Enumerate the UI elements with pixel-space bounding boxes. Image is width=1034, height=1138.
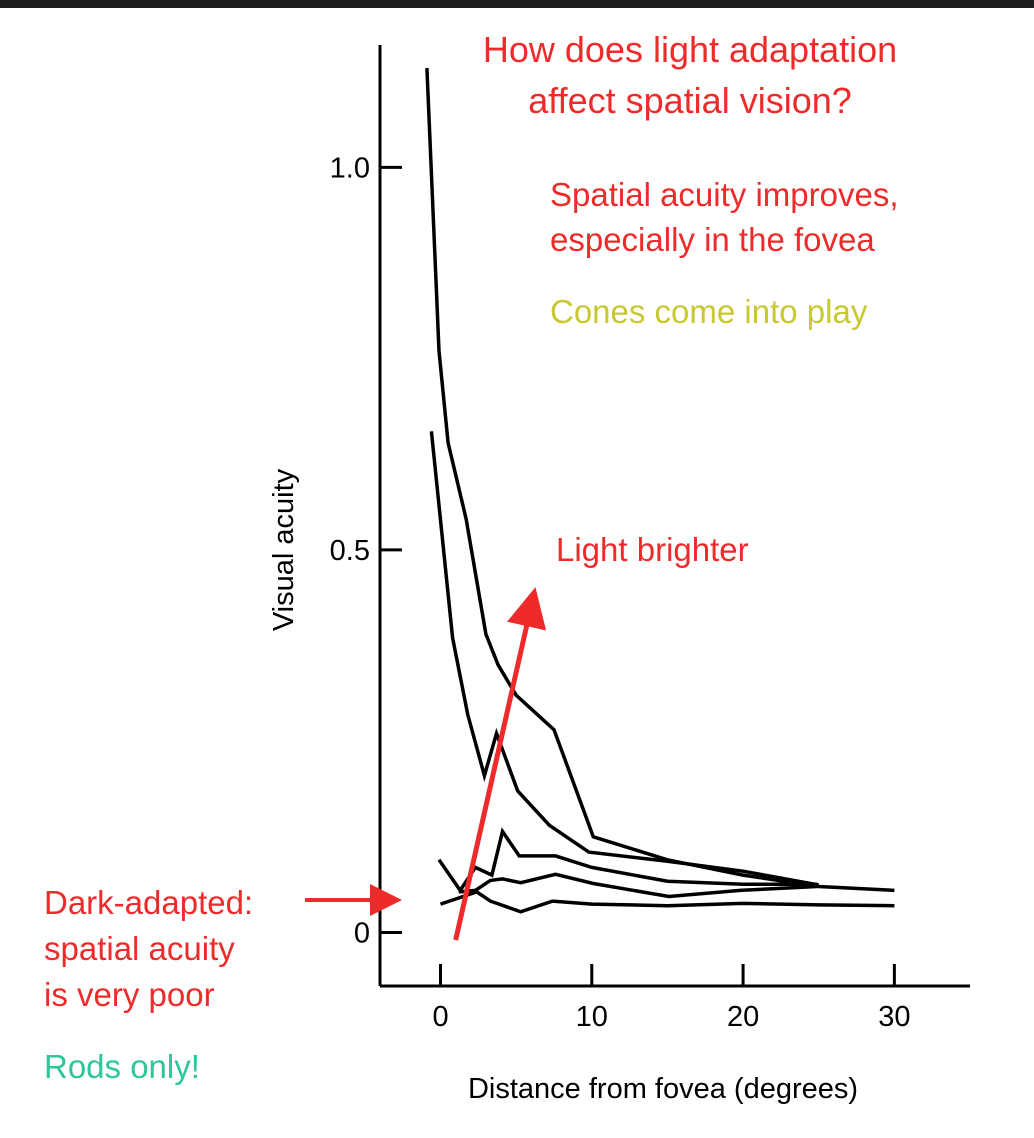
arrow-group xyxy=(305,587,547,941)
rods-note: Rods only! xyxy=(44,1048,200,1085)
y-tick-label: 1.0 xyxy=(330,152,370,184)
cones-note: Cones come into play xyxy=(550,293,868,330)
series-line-1 xyxy=(425,67,895,893)
dark-adapted-note: Dark-adapted: spatial acuity is very poo… xyxy=(44,884,254,1013)
acuity-improves-note: Spatial acuity improves, especially in t… xyxy=(550,176,899,258)
series-line-4 xyxy=(458,872,818,899)
series-line-3 xyxy=(437,827,818,894)
y-tick-label: 0.5 xyxy=(330,535,370,567)
series-line-2 xyxy=(429,431,820,887)
light-brighter-arrow xyxy=(453,587,547,941)
light-brighter-label: Light brighter xyxy=(556,531,749,568)
top-bar xyxy=(0,0,1034,8)
y-tick-label: 0 xyxy=(354,917,370,949)
y-axis-title: Visual acuity xyxy=(268,468,300,631)
x-tick-label: 20 xyxy=(727,1001,759,1033)
x-tick-label: 30 xyxy=(878,1001,910,1033)
series-group xyxy=(425,67,895,914)
series-line-5 xyxy=(439,889,895,914)
x-tick-label: 10 xyxy=(576,1001,608,1033)
x-axis: 0 10 20 30 xyxy=(380,964,970,1033)
x-tick-label: 0 xyxy=(432,1001,448,1033)
x-axis-title: Distance from fovea (degrees) xyxy=(468,1073,858,1105)
question-title: How does light adaptation affect spatial… xyxy=(482,29,898,121)
y-axis: 0 0.5 1.0 xyxy=(330,45,402,986)
